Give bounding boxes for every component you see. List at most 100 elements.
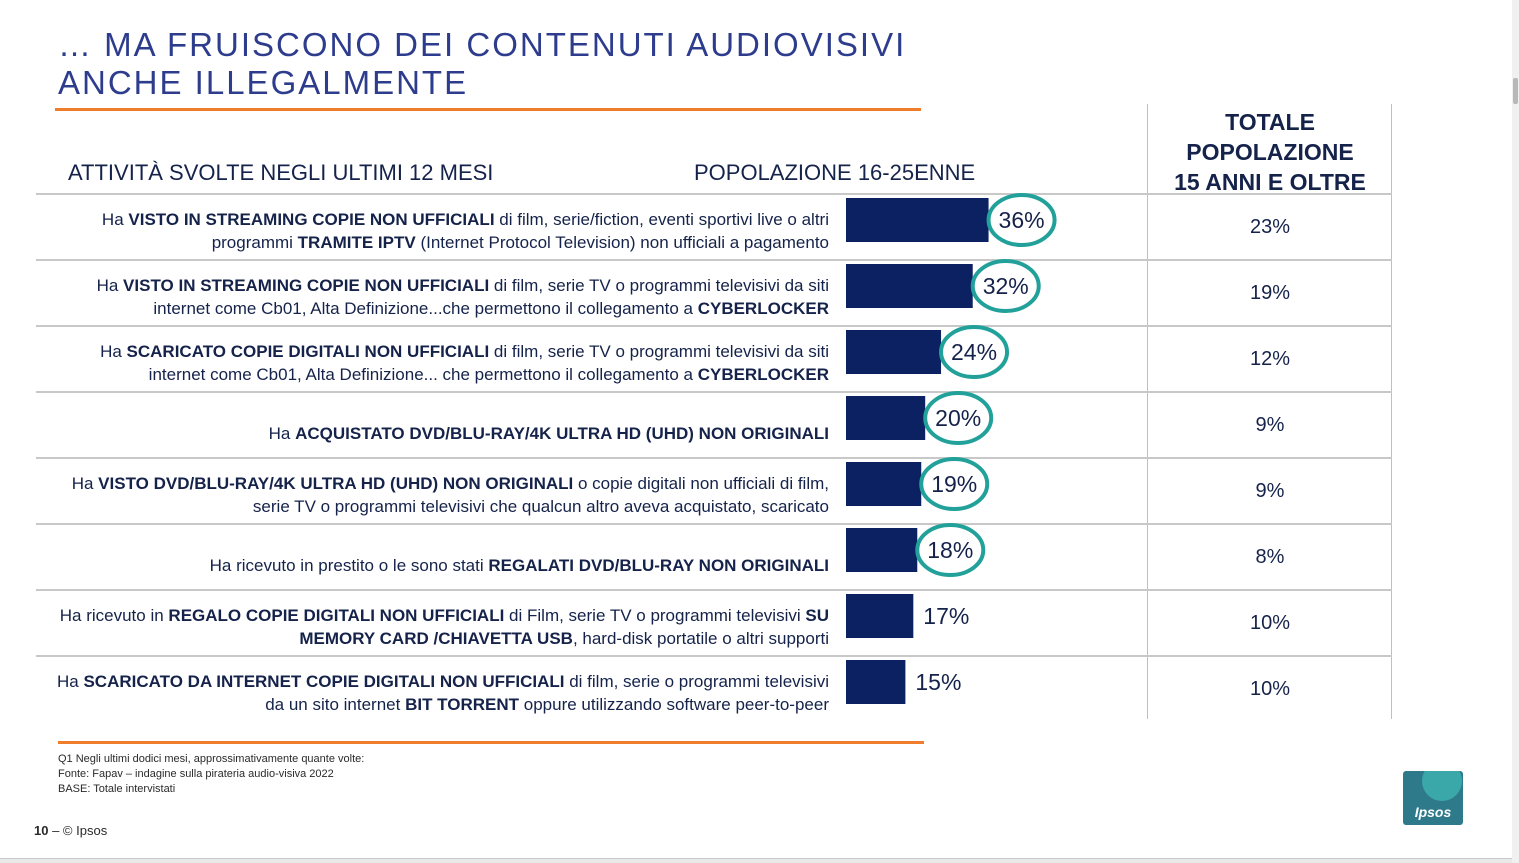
- bar: [846, 660, 906, 704]
- total-header-line-1: TOTALE: [1225, 109, 1315, 135]
- activity-label-text: Ha ricevuto in: [59, 606, 169, 625]
- highlight-ring: [919, 457, 990, 511]
- footnote-line-1: Q1 Negli ultimi dodici mesi, approssimat…: [58, 753, 365, 765]
- population-header: POPOLAZIONE 16-25ENNE: [694, 160, 976, 185]
- row-separator: [36, 457, 1392, 459]
- bar-value-label: 36%: [999, 207, 1045, 233]
- activity-label-bold: ACQUISTATO DVD/BLU-RAY/4K ULTRA HD (UHD)…: [295, 424, 829, 443]
- activity-label-text: , hard-disk portatile o altri supporti: [572, 629, 829, 648]
- activities-header: ATTIVITÀ SVOLTE NEGLI ULTIMI 12 MESI: [68, 160, 494, 185]
- activity-label-bold: CYBERLOCKER: [697, 299, 829, 318]
- total-header-line-2: POPOLAZIONE: [1186, 139, 1354, 165]
- activity-label-bold: TRAMITE IPTV: [297, 233, 416, 252]
- row-separator: [36, 523, 1392, 525]
- activity-label-text: di film, serie/fiction, eventi sportivi …: [211, 210, 829, 252]
- bar-value-label: 15%: [915, 669, 961, 695]
- activity-label-text: di Film, serie TV o programmi televisivi: [504, 606, 806, 625]
- orange-divider-top: [55, 108, 921, 111]
- activity-label-text: Ha: [268, 424, 296, 443]
- footnote-line-2: Fonte: Fapav – indagine sulla pirateria …: [58, 768, 334, 780]
- footnote-line-3: BASE: Totale intervistati: [58, 783, 176, 795]
- activity-label-text: Ha: [56, 672, 84, 691]
- scrollbar-track[interactable]: [1512, 0, 1519, 863]
- activity-label-bold: REGALATI DVD/BLU-RAY NON ORIGINALI: [488, 556, 829, 575]
- activity-label-bold: SU MEMORY CARD /CHIAVETTA USB: [299, 606, 829, 648]
- activity-label-bold: VISTO IN STREAMING COPIE NON UFFICIALI: [128, 210, 495, 229]
- bar: [846, 396, 926, 440]
- row-separator: [36, 325, 1392, 327]
- bar-value-label: 24%: [951, 339, 997, 365]
- logo-text: Ipsos: [1414, 804, 1452, 820]
- row-separator: [36, 259, 1392, 261]
- row-separator: [36, 391, 1392, 393]
- activity-label: Ha VISTO IN STREAMING COPIE NON UFFICIAL…: [40, 274, 829, 320]
- bar: [846, 264, 973, 308]
- activity-label: Ha SCARICATO DA INTERNET COPIE DIGITALI …: [40, 670, 829, 716]
- activity-label-text: Ha: [101, 210, 129, 229]
- activity-label: Ha ricevuto in REGALO COPIE DIGITALI NON…: [40, 604, 829, 650]
- bar: [846, 330, 942, 374]
- page-number: 10: [34, 823, 49, 838]
- total-header: TOTALE POPOLAZIONE 15 ANNI E OLTRE: [1148, 107, 1392, 197]
- total-value: 10%: [1249, 678, 1291, 700]
- ipsos-logo: Ipsos: [1403, 771, 1463, 825]
- total-header-line-3: 15 ANNI E OLTRE: [1174, 169, 1366, 195]
- bar: [846, 198, 989, 242]
- activity-label-text: oppure utilizzando software peer-to-peer: [519, 695, 829, 714]
- activity-label: Ha SCARICATO COPIE DIGITALI NON UFFICIAL…: [40, 340, 829, 386]
- activity-label-text: Ha ricevuto in prestito o le sono stati: [209, 556, 489, 575]
- bar-value-label: 18%: [927, 537, 973, 563]
- orange-divider-bottom: [58, 741, 924, 744]
- activity-label-text: Ha: [71, 474, 99, 493]
- bar: [846, 594, 914, 638]
- title-line-2: ANCHE ILLEGALMENTE: [58, 64, 469, 101]
- bar: [846, 462, 922, 506]
- title-line-1: … MA FRUISCONO DEI CONTENUTI AUDIOVISIVI: [58, 26, 907, 63]
- activity-label-bold: VISTO DVD/BLU-RAY/4K ULTRA HD (UHD) NON …: [98, 474, 574, 493]
- highlight-ring: [986, 193, 1057, 247]
- highlight-ring: [923, 391, 994, 445]
- bar-value-label: 20%: [935, 405, 981, 431]
- activity-label-text: di film, serie TV o programmi televisivi…: [148, 342, 829, 384]
- copyright: – © Ipsos: [52, 823, 108, 838]
- total-value: 9%: [1255, 480, 1285, 502]
- activity-label: Ha ricevuto in prestito o le sono stati …: [40, 554, 829, 577]
- slide-title: … MA FRUISCONO DEI CONTENUTI AUDIOVISIVI…: [58, 26, 906, 102]
- row-separator: [36, 589, 1392, 591]
- activity-label-bold: VISTO IN STREAMING COPIE NON UFFICIALI: [123, 276, 490, 295]
- total-value: 10%: [1249, 612, 1291, 634]
- total-column-left-border: [1147, 104, 1148, 719]
- total-value: 8%: [1255, 546, 1285, 568]
- activity-label-text: o copie digitali non ufficiali di film, …: [252, 474, 829, 516]
- bar-value-label: 19%: [931, 471, 977, 497]
- scrollbar-thumb[interactable]: [1513, 78, 1518, 104]
- total-value: 12%: [1249, 348, 1291, 370]
- activity-label-text: Ha: [96, 276, 124, 295]
- activity-label-text: (Internet Protocol Television) non uffic…: [415, 233, 829, 252]
- bar: [846, 528, 918, 572]
- activity-label-bold: BIT TORRENT: [405, 695, 520, 714]
- bar-value-label: 32%: [983, 273, 1029, 299]
- logo-circle-icon: [1422, 771, 1462, 801]
- bar-value-label: 17%: [923, 603, 969, 629]
- activity-label-text: di film, serie TV o programmi televisivi…: [153, 276, 829, 318]
- activity-label-text: di film, serie o programmi televisivi da…: [265, 672, 829, 714]
- highlight-ring: [915, 523, 986, 577]
- total-value: 9%: [1255, 414, 1285, 436]
- total-value: 19%: [1249, 282, 1291, 304]
- activity-label: Ha ACQUISTATO DVD/BLU-RAY/4K ULTRA HD (U…: [40, 422, 829, 445]
- activity-label-bold: SCARICATO COPIE DIGITALI NON UFFICIALI: [126, 342, 490, 361]
- footer: 10 – © Ipsos: [34, 823, 107, 838]
- total-value: 23%: [1249, 216, 1291, 238]
- highlight-ring: [939, 325, 1010, 379]
- activity-label-bold: REGALO COPIE DIGITALI NON UFFICIALI: [168, 606, 505, 625]
- table-header-separator: [36, 193, 1392, 195]
- activity-label: Ha VISTO IN STREAMING COPIE NON UFFICIAL…: [40, 208, 829, 254]
- row-separator: [36, 655, 1392, 657]
- highlight-ring: [970, 259, 1041, 313]
- activity-label-bold: CYBERLOCKER: [697, 365, 829, 384]
- activity-label: Ha VISTO DVD/BLU-RAY/4K ULTRA HD (UHD) N…: [40, 472, 829, 518]
- total-column-right-border: [1391, 104, 1392, 719]
